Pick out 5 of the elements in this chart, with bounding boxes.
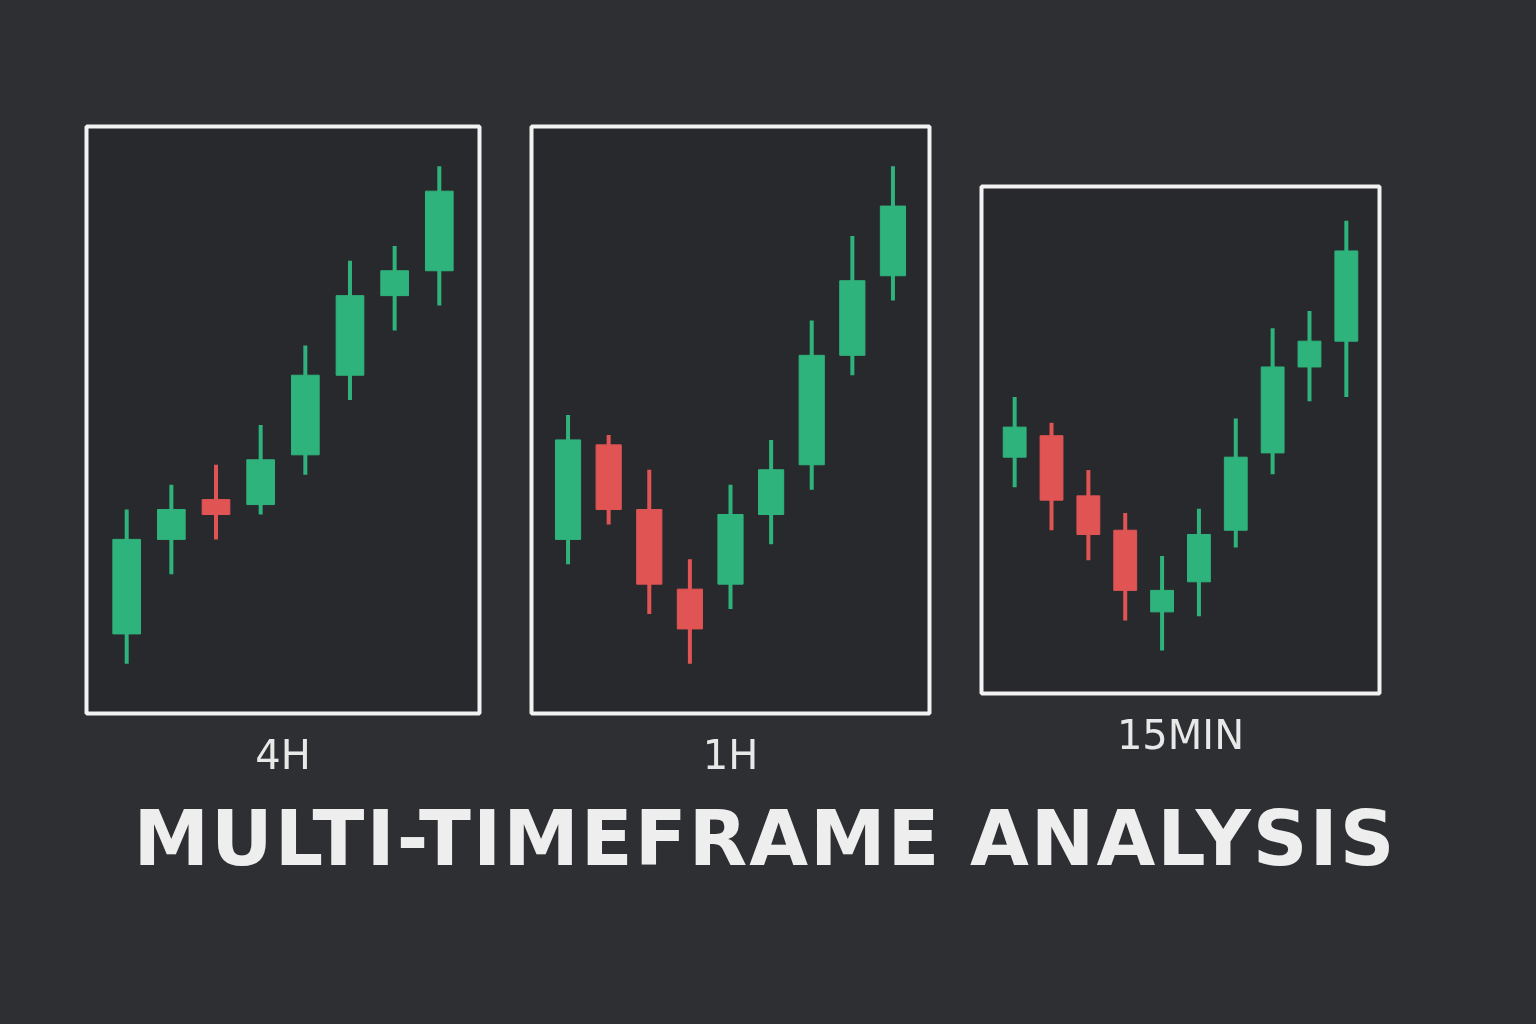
- x-axis-title: 4H: [255, 731, 311, 778]
- candlestick: [1150, 556, 1174, 651]
- x-axis-title: 1H: [702, 731, 759, 778]
- text: MULTI-TIMEFRAME ANALYSIS: [133, 793, 1397, 885]
- x-axis-title: 15MIN: [1116, 711, 1245, 758]
